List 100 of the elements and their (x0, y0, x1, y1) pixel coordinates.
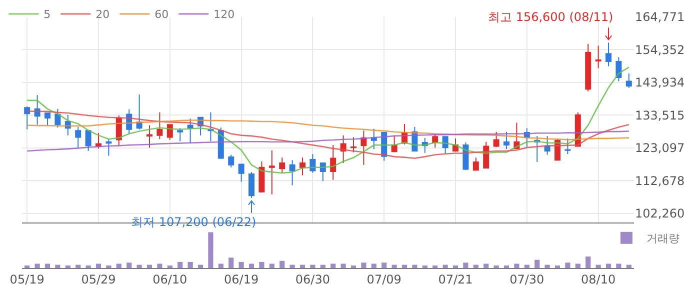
candlestick (136, 94, 142, 130)
bar (238, 262, 244, 268)
bar (178, 262, 183, 268)
bar (361, 262, 366, 268)
candlestick (187, 118, 194, 144)
candlestick (330, 144, 336, 180)
candlestick (370, 128, 377, 150)
bar (586, 256, 591, 268)
legend-label: 20 (96, 8, 110, 22)
bar (544, 264, 550, 268)
bar (565, 262, 570, 268)
bar (259, 262, 264, 268)
bar (392, 264, 397, 268)
bar (626, 264, 632, 268)
bar (484, 264, 489, 268)
bar (44, 264, 50, 268)
bar (616, 264, 622, 268)
candlestick (238, 164, 244, 182)
candlestick (24, 106, 30, 130)
candlestick (268, 150, 275, 195)
bar (412, 264, 418, 268)
bar (402, 264, 408, 268)
candlestick (493, 131, 500, 148)
x-tick-label: 06/10 (152, 272, 188, 286)
bar (524, 264, 530, 268)
bar (208, 232, 214, 268)
y-tick-label: 102,260 (635, 206, 685, 221)
bar (136, 264, 142, 268)
candlestick (585, 43, 592, 92)
bar (157, 264, 162, 268)
bar (34, 264, 40, 268)
annotation: 최고 156,600 (08/11) (488, 10, 614, 24)
line-series (26, 130, 630, 152)
candlestick (616, 56, 622, 82)
y-tick-label: 123,097 (635, 141, 685, 156)
legend-label: 5 (44, 8, 51, 22)
candlestick (472, 157, 479, 171)
candlestick (289, 160, 296, 186)
candlestick (85, 130, 92, 152)
candlestick (626, 72, 632, 88)
bar (146, 264, 152, 268)
y-tick-label: 164,771 (635, 10, 685, 24)
bar (248, 264, 254, 268)
x-tick-label: 06/19 (224, 272, 259, 286)
x-tick-label: 08/10 (581, 272, 616, 286)
candlestick (300, 157, 306, 176)
line-series (26, 66, 630, 174)
candlestick (146, 124, 152, 148)
candlestick (544, 135, 550, 156)
x-tick-label: 05/19 (10, 272, 44, 286)
bar (198, 264, 204, 268)
bar (300, 264, 306, 268)
bar (371, 264, 376, 268)
y-tick-label: 112,678 (635, 174, 685, 188)
bar (55, 264, 60, 268)
bar (269, 264, 274, 268)
legend-label: 60 (154, 8, 169, 22)
candlestick (360, 130, 367, 166)
candlestick (177, 128, 184, 142)
candlestick (442, 136, 448, 154)
bar (218, 264, 224, 268)
candlestick (106, 138, 112, 156)
candlestick (391, 134, 398, 153)
candlestick (279, 157, 286, 174)
bar (96, 264, 102, 268)
x-tick-label: 07/09 (366, 272, 402, 286)
bar (534, 260, 540, 268)
line-series (26, 110, 630, 159)
x-tick-label: 07/30 (510, 272, 544, 286)
candlestick (75, 126, 82, 148)
candlestick (34, 94, 40, 126)
candlestick (564, 138, 571, 155)
candlestick (350, 136, 356, 153)
bar (126, 262, 132, 268)
legend-label: 120 (214, 8, 235, 22)
bar (596, 264, 601, 268)
candlestick (595, 45, 602, 69)
bar (188, 262, 193, 268)
bar (280, 260, 285, 268)
bar (514, 264, 520, 268)
candlestick (504, 131, 510, 150)
x-tick-label: 05/29 (81, 272, 116, 286)
bar (310, 264, 316, 268)
y-tick-label: 143,934 (635, 76, 685, 90)
bar (340, 264, 346, 268)
bar (228, 258, 234, 268)
bar (382, 262, 387, 268)
candlestick (258, 160, 265, 193)
bar (606, 264, 612, 268)
line-series (26, 120, 630, 140)
x-tick-label: 07/21 (438, 272, 473, 286)
bar (575, 264, 580, 268)
candlestick (310, 154, 316, 174)
bar (76, 264, 81, 268)
y-tick-label: 154,352 (635, 42, 685, 57)
bar (116, 264, 122, 268)
bar (330, 264, 336, 268)
bar (473, 264, 478, 268)
candlestick (248, 172, 254, 198)
candlestick (228, 154, 234, 168)
